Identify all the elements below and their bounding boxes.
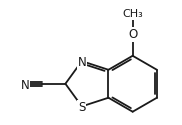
Text: N: N — [78, 56, 86, 69]
Text: S: S — [78, 101, 86, 114]
Text: CH₃: CH₃ — [122, 9, 143, 19]
Text: N: N — [21, 79, 29, 92]
Text: O: O — [128, 28, 137, 41]
